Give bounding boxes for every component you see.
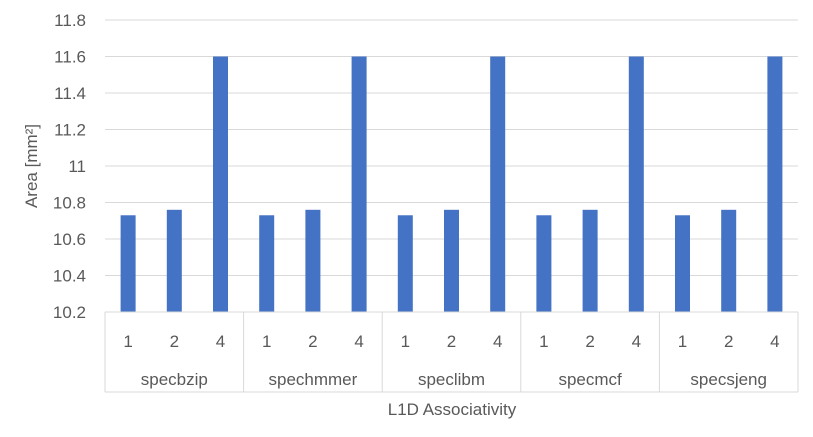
bar <box>767 56 783 312</box>
bar <box>490 56 506 312</box>
x-category-label: 2 <box>447 332 456 351</box>
x-category-label: 2 <box>585 332 594 351</box>
y-tick-label: 11.6 <box>54 48 86 67</box>
y-tick-label: 10.4 <box>53 267 86 286</box>
bar <box>582 209 598 312</box>
y-tick-label: 10.8 <box>53 194 86 213</box>
bar <box>628 56 644 312</box>
x-category-label: 2 <box>170 332 179 351</box>
y-tick-label: 11.2 <box>54 121 86 140</box>
bar <box>120 215 136 312</box>
x-category-label: 4 <box>354 332 363 351</box>
x-group-label: specsjeng <box>690 370 767 389</box>
x-category-label: 2 <box>724 332 733 351</box>
bar <box>721 209 737 312</box>
bar <box>213 56 228 312</box>
bar <box>675 215 690 312</box>
y-tick-label: 10.6 <box>53 230 86 249</box>
bar <box>259 215 275 312</box>
x-category-label: 1 <box>262 332 271 351</box>
y-axis-tick-labels: 10.2 10.4 10.6 10.8 11 11.2 11.4 11.6 11.8 <box>53 11 86 322</box>
x-category-label: 1 <box>401 332 410 351</box>
bar <box>305 209 321 312</box>
x-group-label: spechmmer <box>268 370 357 389</box>
y-tick-label: 11.8 <box>54 11 86 30</box>
bar <box>444 209 459 312</box>
x-category-label: 1 <box>123 332 132 351</box>
bar <box>351 56 367 312</box>
y-tick-label: 11 <box>68 157 86 176</box>
x-group-label: specbzip <box>141 370 208 389</box>
x-group-label: speclibm <box>418 370 485 389</box>
x-axis-title: L1D Associativity <box>388 400 517 419</box>
x-category-label: 1 <box>678 332 687 351</box>
x-category-label: 1 <box>539 332 548 351</box>
x-category-label: 4 <box>770 332 779 351</box>
x-category-label: 4 <box>493 332 502 351</box>
y-tick-label: 10.2 <box>53 303 86 322</box>
bar <box>536 215 552 312</box>
y-axis-title: Area [mm²] <box>22 124 41 208</box>
y-tick-label: 11.4 <box>54 84 86 103</box>
x-category-label: 2 <box>308 332 317 351</box>
x-group-label: specmcf <box>558 370 622 389</box>
bars <box>120 56 783 312</box>
x-category-label: 4 <box>216 332 225 351</box>
x-category-label: 4 <box>632 332 641 351</box>
bar <box>397 215 413 312</box>
bar <box>166 209 182 312</box>
